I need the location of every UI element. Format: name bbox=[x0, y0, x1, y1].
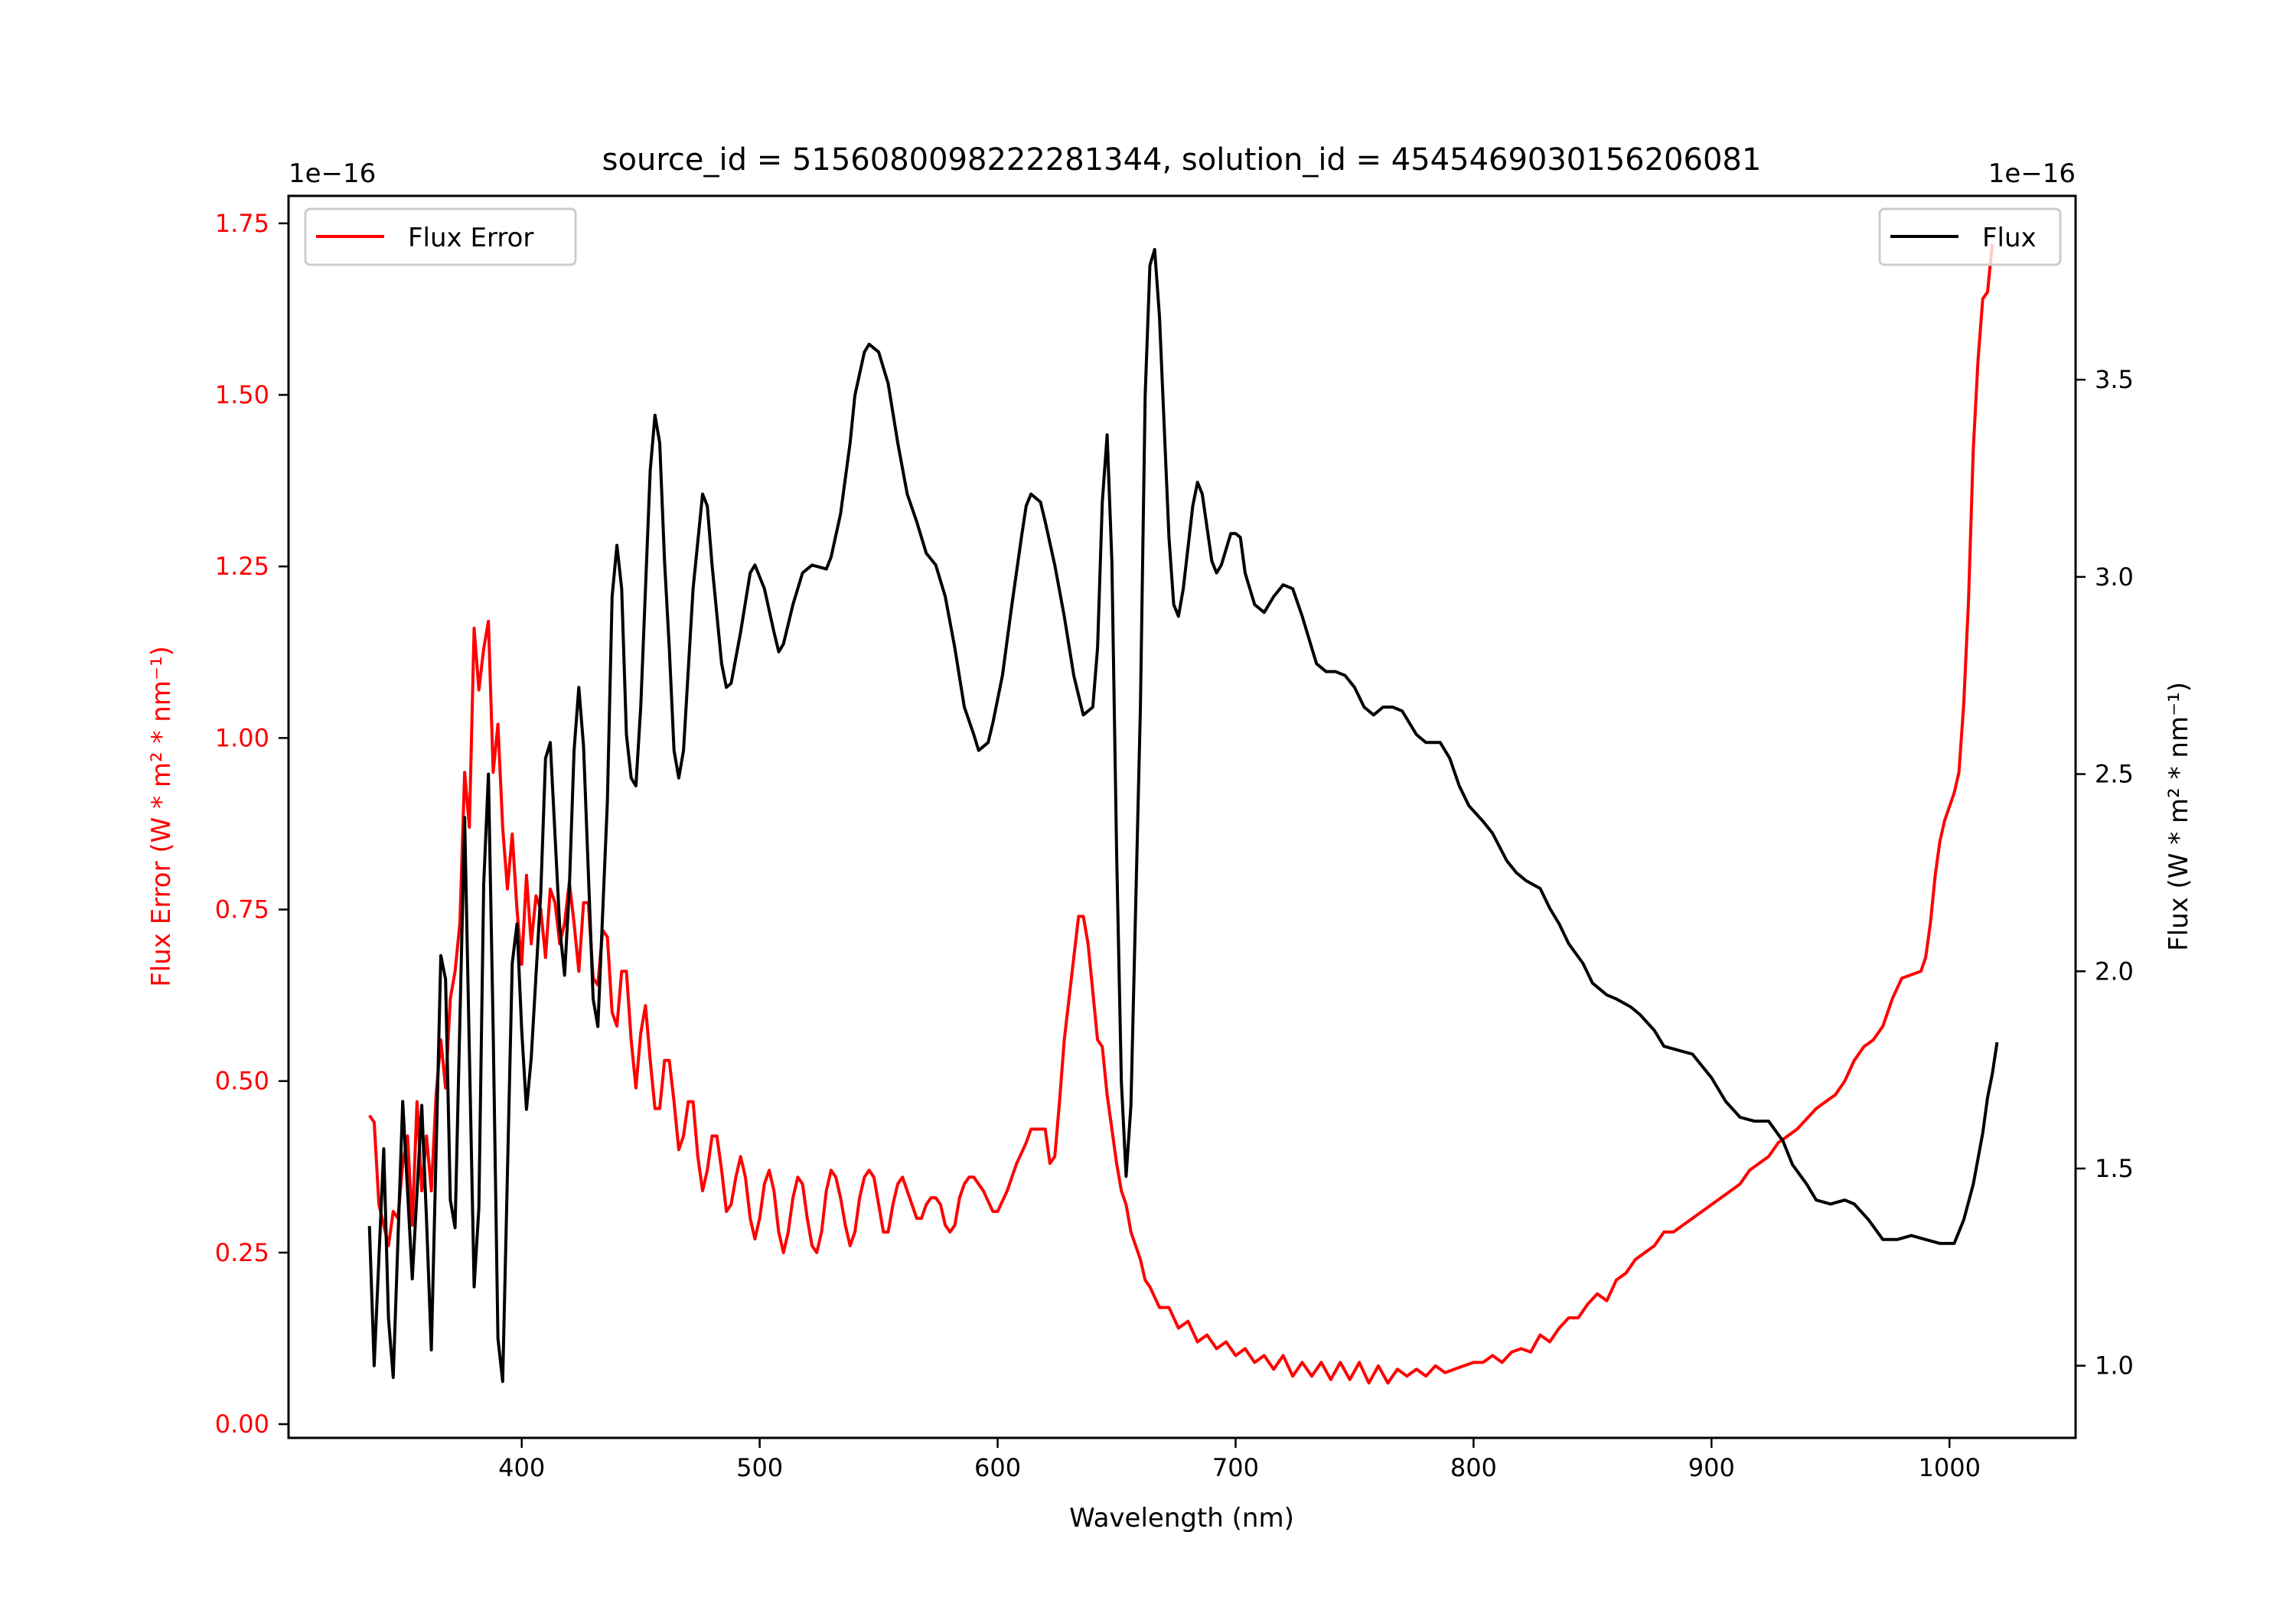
right-y-tick-label: 3.5 bbox=[2095, 365, 2134, 394]
plot-area bbox=[367, 243, 1999, 1385]
x-axis-label: Wavelength (nm) bbox=[1069, 1503, 1294, 1534]
left-y-tick-label: 1.75 bbox=[215, 209, 269, 238]
legend-flux-label: Flux bbox=[1982, 223, 2037, 253]
legend-flux-error: Flux Error bbox=[304, 207, 577, 266]
x-tick-label: 1000 bbox=[1918, 1453, 1980, 1482]
legend-frame bbox=[1878, 207, 2062, 266]
right-y-tick-label: 2.5 bbox=[2095, 760, 2134, 789]
flux-line bbox=[367, 248, 1999, 1384]
axes-frame bbox=[287, 194, 2077, 1439]
x-tick-label: 400 bbox=[498, 1453, 545, 1482]
left-y-tick-label: 1.00 bbox=[215, 723, 269, 752]
left-axis-offset-label: 1e−16 bbox=[289, 158, 376, 189]
x-tick-label: 500 bbox=[736, 1453, 783, 1482]
left-y-tick-label: 0.75 bbox=[215, 895, 269, 924]
x-tick-label: 600 bbox=[974, 1453, 1021, 1482]
right-axis-offset-label: 1e−16 bbox=[1988, 158, 2076, 189]
right-y-tick-label: 3.0 bbox=[2095, 562, 2134, 592]
chart-title: source_id = 5156080098222281344, solutio… bbox=[602, 142, 1762, 178]
legend-flux-error-label: Flux Error bbox=[408, 223, 533, 253]
left-y-tick-label: 0.50 bbox=[215, 1067, 269, 1096]
right-y-tick-label: 1.0 bbox=[2095, 1351, 2134, 1380]
legend-flux: Flux bbox=[1878, 207, 2062, 266]
left-y-axis-label: Flux Error (W * m² * nm⁻¹) bbox=[146, 646, 177, 987]
left-y-tick-label: 1.25 bbox=[215, 552, 269, 581]
left-y-tick-label: 0.25 bbox=[215, 1238, 269, 1267]
x-tick-label: 900 bbox=[1688, 1453, 1735, 1482]
right-y-axis-label: Flux (W * m² * nm⁻¹) bbox=[2164, 682, 2194, 951]
x-tick-label: 700 bbox=[1212, 1453, 1259, 1482]
x-tick-label: 800 bbox=[1450, 1453, 1497, 1482]
right-y-tick-label: 2.0 bbox=[2095, 957, 2134, 986]
left-y-tick-label: 0.00 bbox=[215, 1410, 269, 1439]
axes: 400 500 600 700 800 900 1000 0.00 0.25 0.50 0.75 1.… bbox=[215, 194, 2134, 1482]
right-y-tick-label: 1.5 bbox=[2095, 1154, 2134, 1183]
left-y-tick-label: 1.50 bbox=[215, 380, 269, 409]
legend-frame bbox=[304, 207, 577, 266]
